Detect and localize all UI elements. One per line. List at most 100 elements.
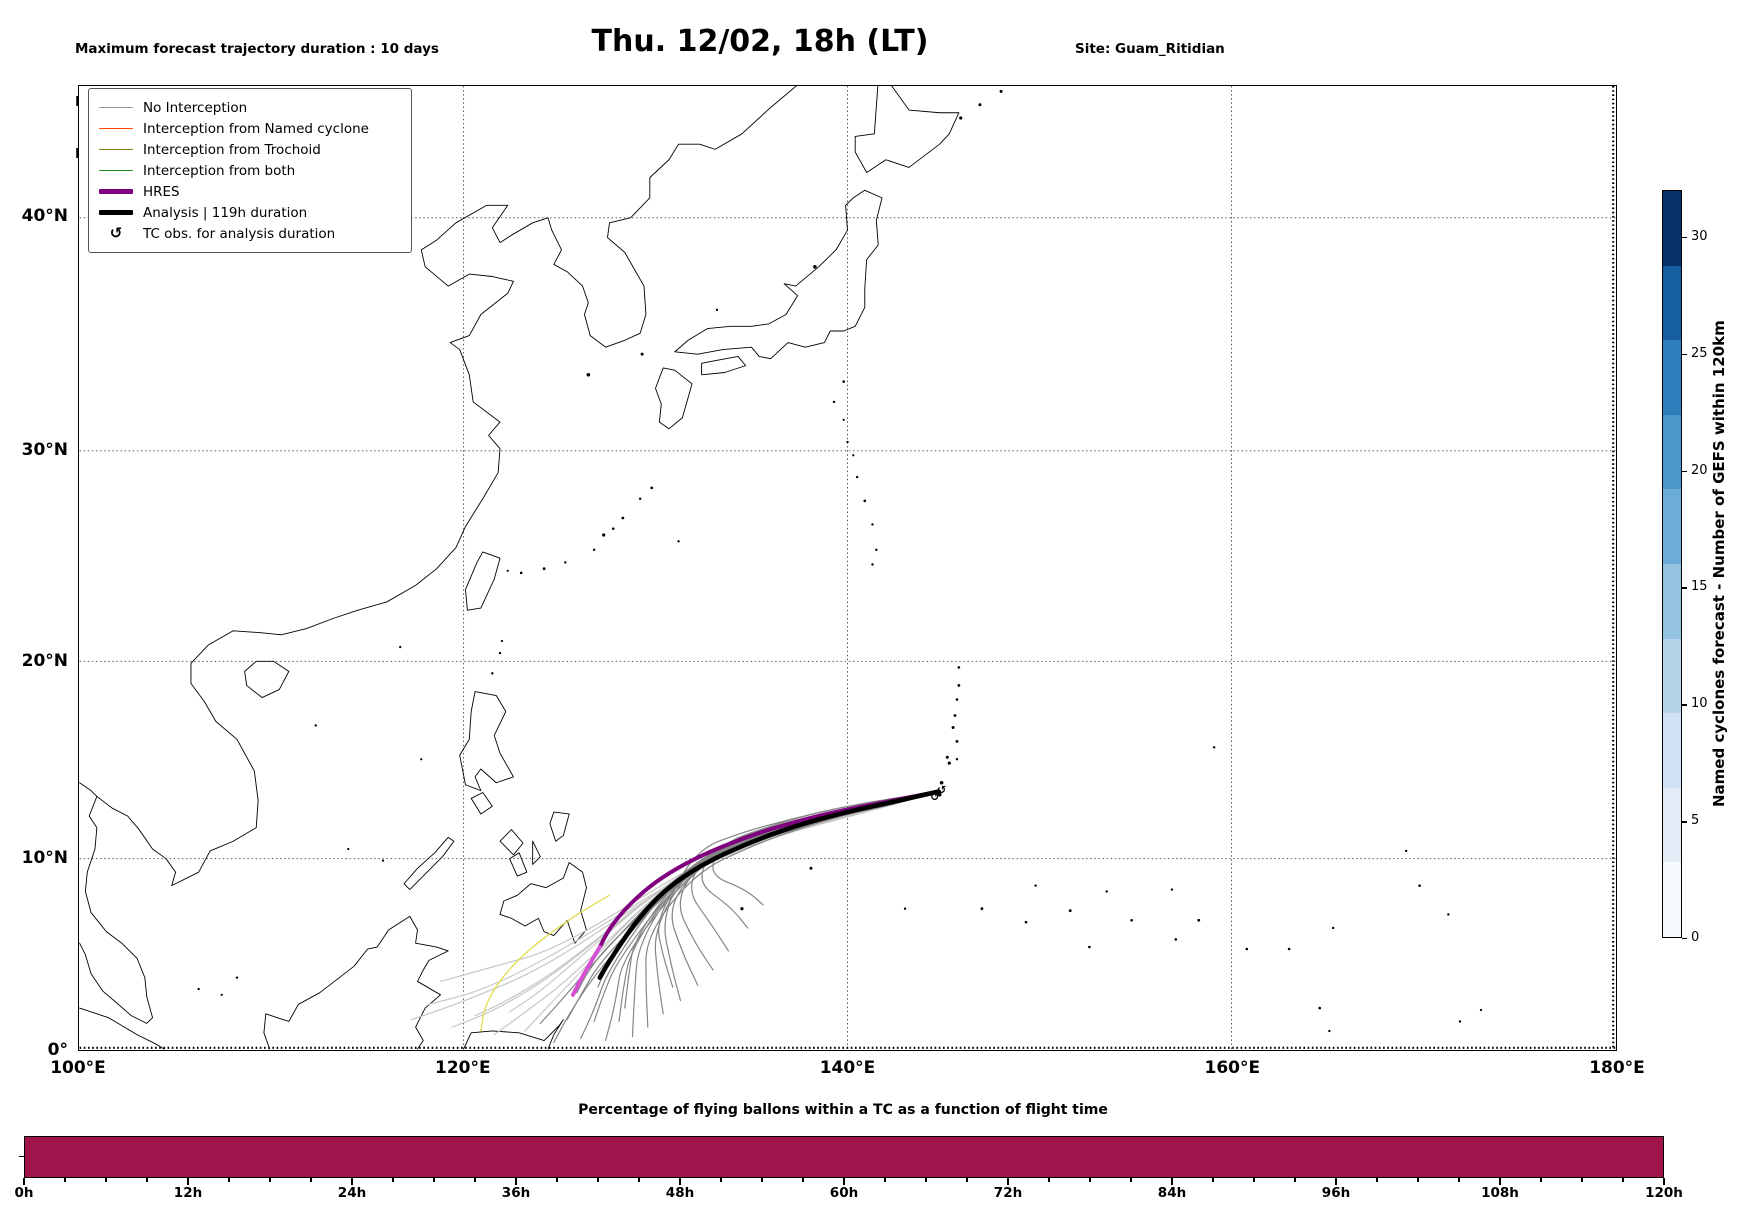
bottom-chart-tick bbox=[761, 1178, 763, 1182]
bottom-chart-tick bbox=[1499, 1178, 1501, 1185]
bottom-chart-tick-label: 84h bbox=[1157, 1185, 1187, 1201]
bottom-chart-tick bbox=[392, 1178, 394, 1182]
legend-item-5: Analysis | 119h duration bbox=[99, 202, 401, 223]
bottom-chart-title: Percentage of flying ballons within a TC… bbox=[578, 1102, 1108, 1118]
legend-item-label: No Interception bbox=[143, 99, 248, 116]
bottom-chart-tick bbox=[1253, 1178, 1255, 1182]
coastline-path bbox=[470, 792, 493, 815]
island-dot bbox=[1068, 909, 1072, 913]
bottom-chart-tick bbox=[1458, 1178, 1460, 1182]
island-dot bbox=[1212, 746, 1216, 749]
island-dot bbox=[863, 499, 867, 503]
tc-obs-icon: ↺ bbox=[109, 224, 123, 242]
y-tick-label: 40°N bbox=[21, 206, 68, 227]
island-dot bbox=[586, 373, 591, 377]
trajectory-map: ↺↺ bbox=[79, 86, 1616, 1050]
bottom-chart-tick bbox=[597, 1178, 599, 1182]
bottom-chart-tick bbox=[1212, 1178, 1214, 1182]
coastline-path bbox=[499, 862, 587, 944]
island-dot bbox=[611, 527, 615, 530]
bottom-chart-tick bbox=[1089, 1178, 1091, 1182]
trajectory-trochoid bbox=[480, 894, 611, 1032]
legend-line-icon bbox=[99, 148, 133, 151]
bottom-chart-tick-label: 0h bbox=[14, 1185, 34, 1201]
bottom-chart-tick bbox=[228, 1178, 230, 1182]
colorbar-segment bbox=[1663, 265, 1681, 341]
bottom-chart-tick-label: 96h bbox=[1321, 1185, 1351, 1201]
colorbar-tick-label: 0 bbox=[1691, 930, 1700, 945]
bottom-chart-tick bbox=[310, 1178, 312, 1182]
island-dot bbox=[842, 380, 846, 383]
bottom-chart-tick bbox=[638, 1178, 640, 1182]
legend-item-3: Interception from both bbox=[99, 160, 401, 181]
colorbar-tick-label: 30 bbox=[1691, 228, 1708, 244]
island-dot bbox=[677, 540, 680, 543]
island-dot bbox=[1130, 918, 1133, 922]
island-dot bbox=[953, 714, 957, 717]
island-dot bbox=[564, 561, 567, 564]
trajectory-no-interception-faded bbox=[524, 790, 940, 1032]
colorbar-tick bbox=[1682, 587, 1687, 589]
legend: No Interception Interception from Named c… bbox=[88, 88, 412, 253]
island-dot bbox=[846, 440, 849, 444]
bottom-chart-tick bbox=[474, 1178, 476, 1182]
coastline-path bbox=[79, 795, 153, 1024]
trajectory-no-interception-faded bbox=[451, 790, 940, 1028]
coastline-path bbox=[532, 840, 541, 865]
coastline-path bbox=[655, 367, 693, 430]
coastline-path bbox=[701, 355, 747, 376]
x-tick-label: 140°E bbox=[819, 1058, 876, 1078]
colorbar-tick bbox=[1682, 821, 1687, 823]
island-dot bbox=[519, 571, 523, 575]
colorbar-segment bbox=[1663, 489, 1681, 564]
island-dot bbox=[980, 907, 984, 911]
bottom-chart-tick bbox=[105, 1178, 107, 1182]
island-dot bbox=[852, 454, 855, 457]
island-dot bbox=[955, 739, 959, 743]
bottom-chart-tick bbox=[1048, 1178, 1050, 1182]
island-dot bbox=[715, 308, 719, 312]
island-dot bbox=[1245, 947, 1249, 951]
trajectory-no-interception bbox=[712, 790, 940, 906]
bottom-chart-tick bbox=[1663, 1178, 1665, 1185]
legend-item-label: TC obs. for analysis duration bbox=[143, 225, 336, 242]
island-dot bbox=[347, 847, 350, 851]
bottom-chart-tick bbox=[884, 1178, 886, 1182]
coastline-path bbox=[509, 852, 528, 877]
island-dot bbox=[638, 497, 642, 500]
legend-line-icon bbox=[99, 189, 133, 194]
bottom-chart-tick-label: 72h bbox=[993, 1185, 1023, 1201]
colorbar-tick-label: 15 bbox=[1691, 579, 1708, 595]
island-dot bbox=[381, 859, 385, 862]
island-dot bbox=[1331, 926, 1335, 930]
coastline-path bbox=[465, 551, 501, 611]
island-dot bbox=[1458, 1020, 1462, 1023]
bottom-chart-tick bbox=[433, 1178, 435, 1182]
bottom-chart-tick bbox=[515, 1178, 517, 1185]
bottom-chart-tick bbox=[1130, 1178, 1132, 1182]
colorbar-segment bbox=[1663, 340, 1681, 415]
legend-item-6: ↺ TC obs. for analysis duration bbox=[99, 223, 401, 244]
legend-item-label: Interception from both bbox=[143, 162, 296, 179]
island-dot bbox=[420, 758, 423, 761]
colorbar-segment bbox=[1663, 563, 1681, 639]
bottom-chart-tick-label: 60h bbox=[829, 1185, 859, 1201]
bottom-chart-tick bbox=[1294, 1178, 1296, 1182]
colorbar-tick-label: 20 bbox=[1691, 462, 1708, 478]
coastline-path bbox=[549, 811, 570, 842]
island-dot bbox=[500, 639, 504, 643]
island-dot bbox=[871, 523, 874, 526]
island-dot bbox=[542, 567, 546, 571]
colorbar-tick bbox=[1682, 470, 1687, 472]
bottom-chart-tick bbox=[1007, 1178, 1009, 1185]
tc-obs-marker: ↺ bbox=[930, 790, 939, 803]
island-dot bbox=[813, 265, 817, 269]
coastline-path bbox=[499, 829, 524, 856]
trajectory-hres-extension bbox=[570, 945, 602, 997]
island-dot bbox=[959, 116, 963, 120]
island-dot bbox=[1105, 890, 1108, 893]
bottom-chart-tick-label: 36h bbox=[501, 1185, 531, 1201]
island-dot bbox=[592, 548, 596, 552]
bottom-chart-tick bbox=[146, 1178, 148, 1182]
